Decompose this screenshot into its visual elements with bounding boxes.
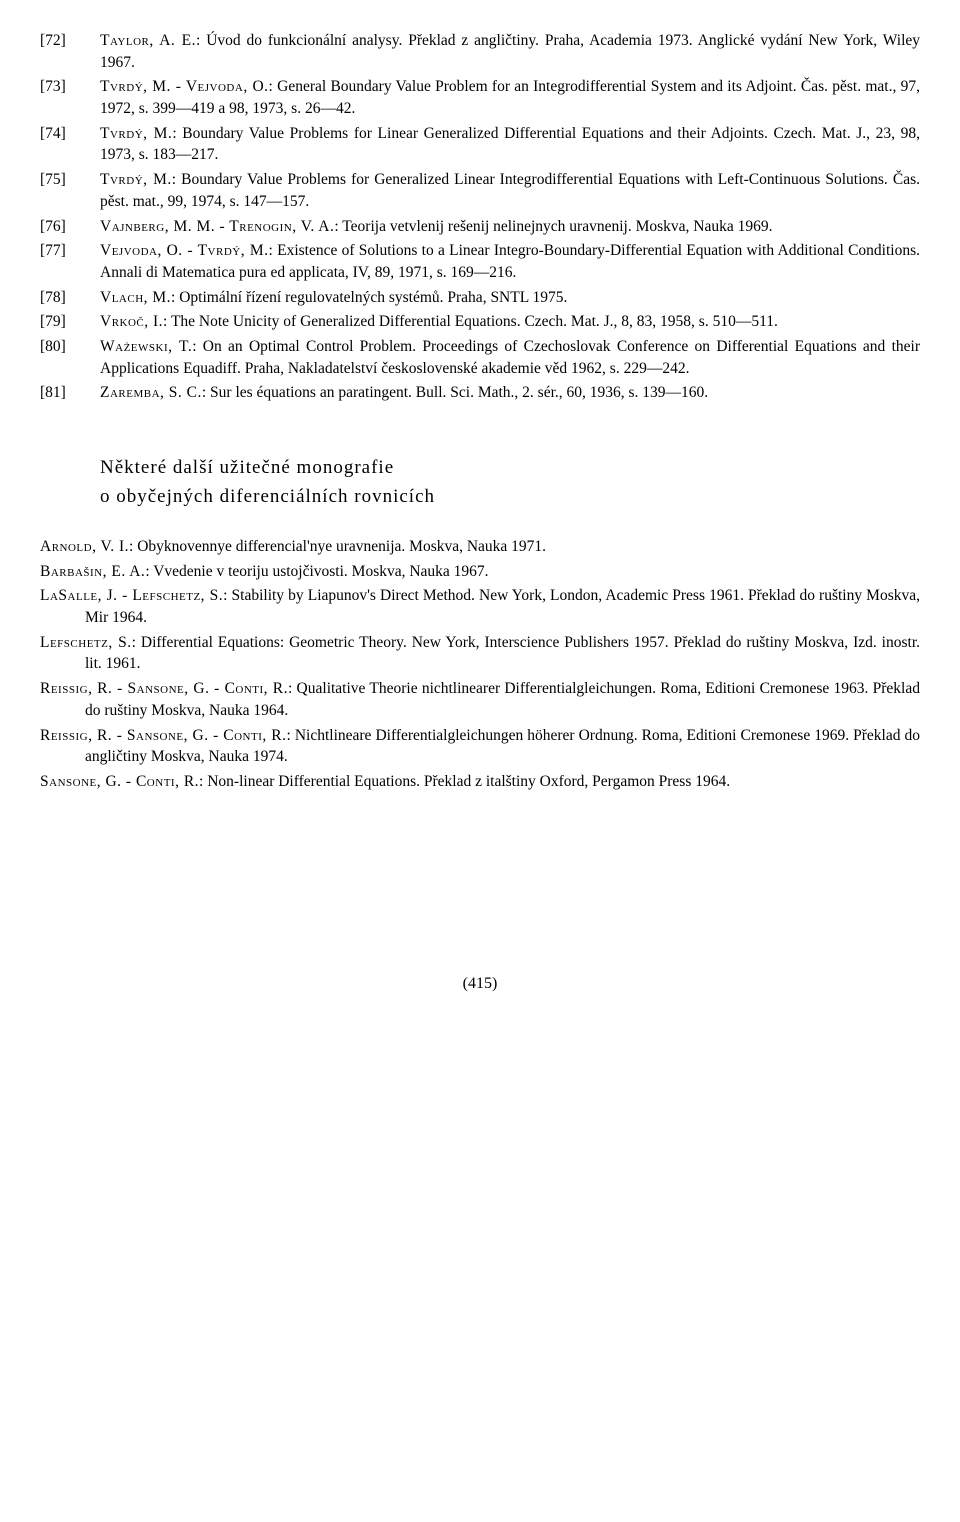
reference-entry: [81]Zaremba, S. C.: Sur les équations an…	[40, 382, 920, 404]
monograph-body: : Obyknovennye differencial'nye uravneni…	[129, 538, 546, 555]
reference-body: : Optimální řízení regulovatelných systé…	[171, 289, 567, 306]
reference-author: Vajnberg, M. M. - Trenogin, V. A.	[100, 218, 334, 235]
reference-number: [74]	[40, 123, 100, 166]
reference-author: Vlach, M.	[100, 289, 171, 306]
reference-entry: [80]Ważewski, T.: On an Optimal Control …	[40, 336, 920, 379]
monograph-entry: Barbašin, E. A.: Vvedenie v teoriju usto…	[40, 561, 920, 583]
reference-number: [81]	[40, 382, 100, 404]
section-heading: Některé další užitečné monografie o obyč…	[40, 454, 920, 511]
reference-number: [77]	[40, 240, 100, 283]
reference-body: : Boundary Value Problems for Generalize…	[100, 171, 920, 210]
reference-entry: [77]Vejvoda, O. - Tvrdý, M.: Existence o…	[40, 240, 920, 283]
reference-author: Vejvoda, O. - Tvrdý, M.	[100, 242, 269, 259]
reference-number: [75]	[40, 169, 100, 212]
reference-body: : The Note Unicity of Generalized Differ…	[163, 313, 778, 330]
monograph-author: Lefschetz, S.	[40, 634, 132, 651]
reference-entry: [75]Tvrdý, M.: Boundary Value Problems f…	[40, 169, 920, 212]
reference-author: Vrkoč, I.	[100, 313, 163, 330]
reference-entry: [73]Tvrdý, M. - Vejvoda, O.: General Bou…	[40, 76, 920, 119]
monographs-list: Arnold, V. I.: Obyknovennye differencial…	[40, 536, 920, 793]
reference-body: : On an Optimal Control Problem. Proceed…	[100, 338, 920, 377]
monograph-body: : Vvedenie v teoriju ustojčivosti. Moskv…	[145, 563, 488, 580]
reference-text: Ważewski, T.: On an Optimal Control Prob…	[100, 336, 920, 379]
monograph-entry: Reissig, R. - Sansone, G. - Conti, R.: Q…	[40, 678, 920, 721]
reference-entry: [74]Tvrdý, M.: Boundary Value Problems f…	[40, 123, 920, 166]
reference-text: Tvrdý, M.: Boundary Value Problems for L…	[100, 123, 920, 166]
reference-text: Vlach, M.: Optimální řízení regulovateln…	[100, 287, 920, 309]
reference-text: Tvrdý, M. - Vejvoda, O.: General Boundar…	[100, 76, 920, 119]
monograph-author: Arnold, V. I.	[40, 538, 129, 555]
reference-author: Tvrdý, M.	[100, 125, 172, 142]
references-list: [72]Taylor, A. E.: Úvod do funkcionální …	[40, 30, 920, 404]
reference-body: : Sur les équations an paratingent. Bull…	[202, 384, 708, 401]
reference-number: [78]	[40, 287, 100, 309]
heading-line-2: o obyčejných diferenciálních rovnicích	[100, 483, 920, 512]
reference-entry: [78]Vlach, M.: Optimální řízení regulova…	[40, 287, 920, 309]
heading-line-1: Některé další užitečné monografie	[100, 454, 920, 483]
monograph-entry: Arnold, V. I.: Obyknovennye differencial…	[40, 536, 920, 558]
reference-number: [72]	[40, 30, 100, 73]
reference-entry: [72]Taylor, A. E.: Úvod do funkcionální …	[40, 30, 920, 73]
reference-text: Vrkoč, I.: The Note Unicity of Generaliz…	[100, 311, 920, 333]
monograph-entry: Reissig, R. - Sansone, G. - Conti, R.: N…	[40, 725, 920, 768]
monograph-entry: Sansone, G. - Conti, R.: Non-linear Diff…	[40, 771, 920, 793]
monograph-author: Sansone, G. - Conti, R.	[40, 773, 199, 790]
monograph-body: : Non-linear Differential Equations. Pře…	[199, 773, 730, 790]
reference-number: [73]	[40, 76, 100, 119]
reference-text: Vejvoda, O. - Tvrdý, M.: Existence of So…	[100, 240, 920, 283]
reference-author: Zaremba, S. C.	[100, 384, 202, 401]
reference-author: Tvrdý, M.	[100, 171, 172, 188]
reference-text: Vajnberg, M. M. - Trenogin, V. A.: Teori…	[100, 216, 920, 238]
monograph-author: Barbašin, E. A.	[40, 563, 145, 580]
reference-author: Tvrdý, M. - Vejvoda, O.	[100, 78, 269, 95]
monograph-author: Reissig, R. - Sansone, G. - Conti, R.	[40, 680, 288, 697]
reference-body: : Úvod do funkcionální analysy. Překlad …	[100, 32, 920, 71]
reference-text: Zaremba, S. C.: Sur les équations an par…	[100, 382, 920, 404]
reference-number: [79]	[40, 311, 100, 333]
reference-entry: [79]Vrkoč, I.: The Note Unicity of Gener…	[40, 311, 920, 333]
monograph-entry: LaSalle, J. - Lefschetz, S.: Stability b…	[40, 585, 920, 628]
reference-entry: [76]Vajnberg, M. M. - Trenogin, V. A.: T…	[40, 216, 920, 238]
reference-text: Taylor, A. E.: Úvod do funkcionální anal…	[100, 30, 920, 73]
page-number: (415)	[40, 973, 920, 995]
reference-author: Taylor, A. E.	[100, 32, 196, 49]
reference-body: : Teorija vetvlenij rešenij nelinejnych …	[334, 218, 772, 235]
reference-body: : Boundary Value Problems for Linear Gen…	[100, 125, 920, 164]
reference-text: Tvrdý, M.: Boundary Value Problems for G…	[100, 169, 920, 212]
monograph-body: : Differential Equations: Geometric Theo…	[85, 634, 920, 673]
reference-number: [76]	[40, 216, 100, 238]
reference-author: Ważewski, T.	[100, 338, 192, 355]
monograph-author: Reissig, R. - Sansone, G. - Conti, R.	[40, 727, 287, 744]
monograph-author: LaSalle, J. - Lefschetz, S.	[40, 587, 223, 604]
monograph-entry: Lefschetz, S.: Differential Equations: G…	[40, 632, 920, 675]
reference-number: [80]	[40, 336, 100, 379]
